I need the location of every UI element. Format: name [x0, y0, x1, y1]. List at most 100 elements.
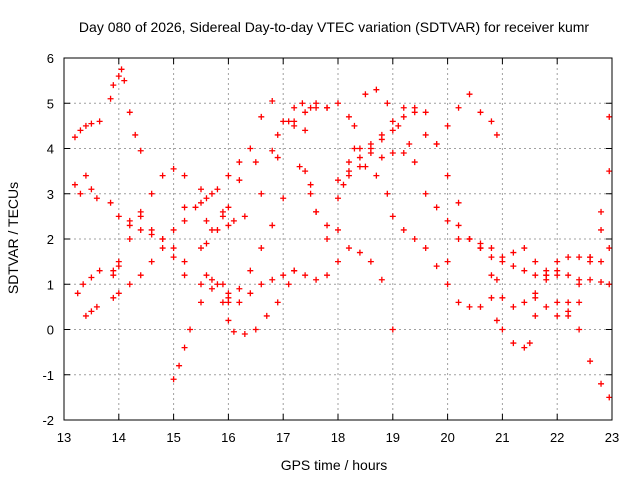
data-point	[137, 147, 144, 154]
data-point	[587, 276, 594, 283]
data-point	[335, 258, 341, 265]
data-point	[274, 154, 281, 161]
data-point	[110, 82, 117, 89]
series-arc-u	[345, 104, 613, 401]
data-point	[351, 122, 358, 129]
data-point	[307, 104, 314, 111]
data-point	[291, 118, 298, 125]
data-point	[107, 199, 114, 206]
data-point	[554, 267, 561, 274]
series-arc-d	[74, 267, 103, 297]
x-tick-label: 14	[112, 430, 126, 445]
x-tick-label: 20	[440, 430, 454, 445]
data-point	[176, 362, 183, 369]
data-point	[296, 163, 303, 170]
y-tick-label: 0	[47, 323, 54, 338]
data-point	[159, 245, 166, 252]
data-point	[477, 303, 484, 310]
plot-frame	[63, 57, 613, 421]
data-point	[488, 118, 495, 125]
data-point	[606, 394, 613, 401]
data-point	[80, 281, 87, 288]
data-point	[88, 120, 95, 127]
data-point	[280, 272, 287, 279]
data-point	[148, 226, 155, 233]
data-point	[307, 190, 314, 197]
data-point	[444, 172, 451, 179]
data-point	[219, 213, 226, 220]
data-point	[345, 168, 352, 175]
data-point	[565, 308, 572, 315]
x-tick-label: 23	[605, 430, 619, 445]
data-point	[433, 204, 440, 211]
data-point	[521, 299, 528, 306]
data-point	[554, 258, 561, 265]
series-arc-f	[107, 199, 232, 297]
data-point	[148, 258, 155, 265]
data-point	[554, 299, 561, 306]
data-point	[493, 131, 500, 138]
series-arc-x	[493, 168, 613, 351]
data-point	[236, 299, 243, 306]
data-point	[422, 245, 429, 252]
data-point	[367, 258, 374, 265]
data-point	[356, 145, 363, 152]
data-point	[203, 240, 210, 247]
data-point	[93, 303, 100, 310]
data-point	[400, 104, 407, 111]
data-point	[313, 276, 320, 283]
data-point	[576, 254, 583, 261]
data-point	[587, 358, 594, 365]
x-axis-ticks: 13 14 15 16 17 18 19 20 21 22 23	[57, 58, 619, 445]
data-point	[247, 145, 254, 152]
data-point	[576, 281, 583, 288]
data-point	[203, 217, 210, 224]
data-point	[258, 190, 265, 197]
x-axis-label: GPS time / hours	[281, 457, 388, 473]
data-point	[598, 380, 605, 387]
data-point	[187, 326, 194, 333]
data-point	[208, 285, 215, 292]
data-point	[356, 154, 363, 161]
data-point	[269, 97, 276, 104]
data-point	[313, 104, 320, 111]
data-point	[444, 122, 451, 129]
data-point	[236, 159, 243, 166]
data-point	[345, 159, 352, 166]
data-point	[181, 272, 188, 279]
data-point	[198, 186, 204, 193]
data-series	[71, 66, 613, 401]
data-point	[121, 77, 128, 84]
x-tick-label: 18	[331, 430, 345, 445]
y-tick-label: 5	[47, 96, 54, 111]
data-point	[400, 150, 407, 157]
y-tick-label: 6	[47, 51, 54, 66]
data-point	[118, 66, 125, 73]
series-arc-p	[225, 245, 396, 333]
data-point	[510, 303, 517, 310]
data-point	[335, 177, 341, 184]
y-axis-label: SDTVAR / TECUs	[5, 182, 21, 294]
data-point	[606, 245, 613, 252]
y-tick-label: 2	[47, 232, 54, 247]
data-point	[137, 226, 144, 233]
series-arc-y	[532, 245, 613, 301]
data-point	[236, 177, 243, 184]
series-arc-i	[110, 213, 188, 274]
series-arc-w	[444, 113, 613, 319]
data-point	[576, 326, 583, 333]
data-point	[598, 278, 605, 285]
x-tick-label: 13	[57, 430, 71, 445]
data-point	[373, 172, 380, 179]
data-point	[521, 344, 528, 351]
data-point	[455, 222, 462, 229]
data-point	[126, 281, 133, 288]
data-point	[82, 172, 89, 179]
chart-title: Day 080 of 2026, Sidereal Day-to-day VTE…	[79, 19, 589, 35]
data-point	[356, 249, 363, 256]
data-point	[247, 290, 254, 297]
data-point	[406, 140, 413, 147]
data-point	[455, 299, 462, 306]
data-point	[510, 263, 517, 270]
data-point	[225, 222, 232, 229]
